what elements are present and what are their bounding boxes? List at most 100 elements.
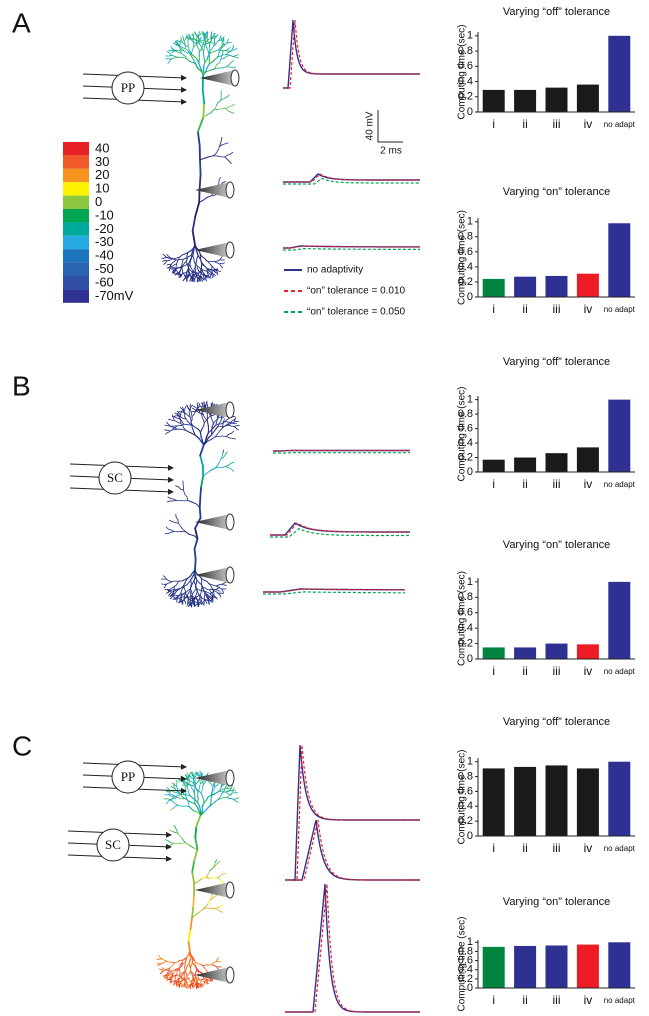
- dendrite: [179, 965, 180, 968]
- x-tick-label: iv: [584, 117, 593, 131]
- bar: [514, 90, 536, 112]
- dendrite: [233, 788, 234, 790]
- dendrite: [195, 826, 196, 837]
- dendrite: [184, 51, 186, 53]
- dendrite: [219, 271, 221, 272]
- dendrite: [168, 62, 169, 63]
- dendrite: [191, 969, 192, 972]
- dendrite: [206, 874, 208, 877]
- dendrite: [227, 154, 230, 155]
- bar: [514, 647, 536, 659]
- bar: [546, 88, 568, 112]
- dendrite: [237, 801, 239, 802]
- dendrite: [198, 132, 200, 146]
- dendrite: [219, 421, 221, 423]
- dendrite: [207, 56, 208, 59]
- dendrite: [202, 796, 203, 799]
- dendrite: [172, 522, 175, 523]
- dendrite: [171, 498, 174, 499]
- x-tick-label: iv: [584, 302, 593, 316]
- bar: [514, 946, 536, 988]
- dendrite: [213, 59, 215, 62]
- dendrite: [200, 964, 203, 965]
- dendrite: [220, 911, 223, 913]
- y-tick-label: 0: [467, 830, 473, 842]
- dendrite: [183, 258, 186, 259]
- dendrite: [188, 501, 192, 503]
- scale-bar-time: 2 ms: [380, 146, 402, 157]
- bar: [514, 767, 536, 836]
- bar: [546, 945, 568, 988]
- dendrite: [200, 455, 203, 465]
- panel-label: A: [12, 7, 31, 38]
- dendrite: [202, 877, 206, 878]
- x-tick-label: ii: [522, 477, 527, 491]
- bar: [577, 447, 599, 472]
- x-tick-label: iii: [553, 117, 561, 131]
- dendrite: [185, 407, 186, 409]
- dendrite: [187, 605, 188, 607]
- dendrite: [177, 797, 180, 798]
- dendrite: [226, 56, 229, 57]
- x-tick-label: no adapt: [604, 120, 636, 129]
- dendrite: [212, 46, 214, 48]
- dendrite: [211, 894, 213, 897]
- dendrite: [219, 459, 221, 462]
- dendrite: [220, 140, 221, 143]
- input-label: SC: [107, 470, 123, 485]
- dendrite: [231, 61, 233, 63]
- dendrite: [181, 843, 185, 844]
- colorbar-swatch: [63, 249, 89, 262]
- dendrite: [169, 795, 171, 796]
- x-tick-label: ii: [522, 841, 527, 855]
- dendrite: [184, 585, 187, 586]
- dendrite: [232, 431, 234, 433]
- dendrite: [206, 70, 210, 72]
- x-tick-label: no adapt: [604, 844, 636, 853]
- x-tick-label: iii: [553, 302, 561, 316]
- dendrite: [192, 502, 196, 504]
- dendrite: [172, 783, 174, 784]
- bar: [608, 36, 630, 112]
- dendrite: [220, 428, 223, 431]
- trace-no-adaptivity: [285, 884, 420, 1012]
- dendrite: [173, 802, 175, 804]
- dendrite: [200, 160, 201, 174]
- colorbar-swatch: [63, 236, 89, 249]
- x-tick-label: i: [492, 841, 495, 855]
- dendrite: [193, 425, 196, 427]
- y-tick-label: 0.8: [458, 770, 473, 782]
- dendrite: [207, 433, 209, 437]
- dendrite: [198, 803, 200, 807]
- dendrite: [217, 156, 221, 157]
- dendrite: [196, 261, 197, 264]
- y-tick-label: 1: [467, 30, 473, 42]
- dendrite: [204, 800, 206, 803]
- dendrite: [192, 34, 193, 36]
- dendrite: [202, 44, 203, 47]
- dendrite: [210, 878, 214, 879]
- dendrite: [218, 431, 220, 434]
- input-label: SC: [105, 837, 121, 852]
- dendrite: [215, 799, 218, 801]
- dendrite: [187, 773, 188, 775]
- dendrite: [221, 267, 222, 268]
- y-tick-label: 1: [467, 576, 473, 588]
- dendrite: [229, 463, 231, 465]
- dendrite: [222, 466, 226, 467]
- y-tick-label: 0.4: [458, 75, 473, 87]
- dendrite: [174, 825, 176, 828]
- x-tick-label: iii: [553, 993, 561, 1007]
- dendrite: [173, 807, 175, 809]
- electrode: [195, 567, 230, 583]
- dendrite: [188, 47, 189, 50]
- dendrite: [221, 418, 222, 421]
- dendrite: [190, 404, 191, 406]
- dendrite: [189, 845, 193, 848]
- dendrite: [213, 801, 216, 803]
- colorbar-swatch: [63, 169, 89, 182]
- electrode-tip: [226, 182, 234, 198]
- dendrite: [169, 977, 171, 978]
- dendrite: [201, 793, 203, 796]
- dendrite: [177, 986, 178, 987]
